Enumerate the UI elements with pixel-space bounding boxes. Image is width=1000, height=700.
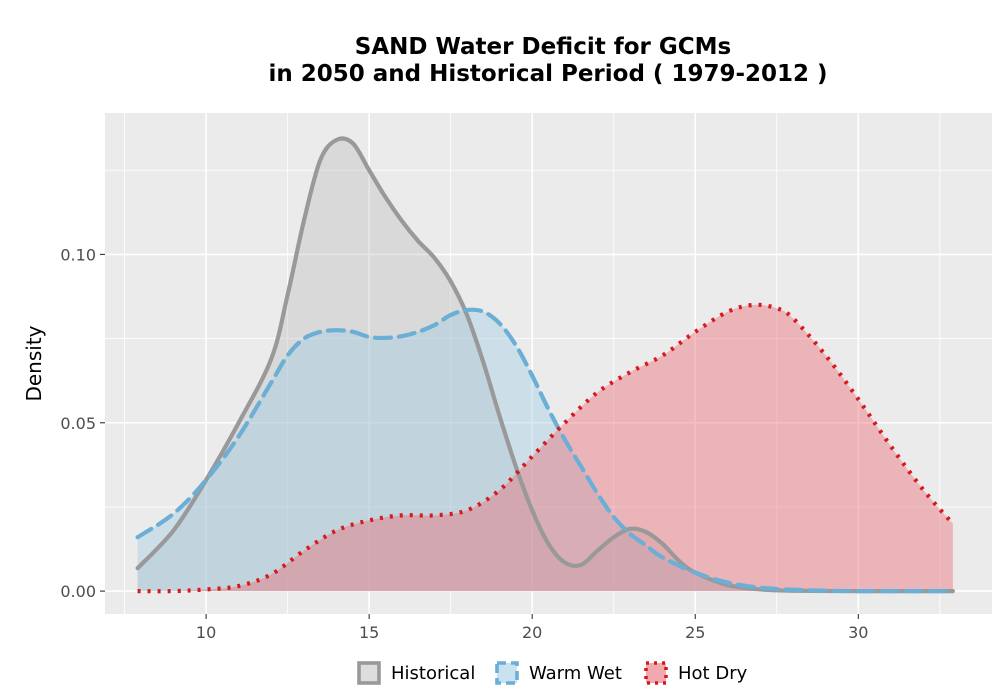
x-tick-label: 25	[685, 623, 705, 642]
legend-label: Historical	[391, 663, 475, 684]
legend-label: Warm Wet	[529, 663, 622, 684]
legend-key-border	[644, 661, 668, 685]
major-gridlines	[105, 113, 992, 614]
series-lines	[135, 136, 955, 594]
y-tick-label: 0.00	[60, 582, 96, 601]
legend-key-border	[495, 661, 519, 685]
x-tick-label: 10	[196, 623, 216, 642]
area-warm-wet	[137, 309, 953, 592]
line-warm-wet	[135, 307, 955, 594]
y-axis-title: Density	[22, 325, 46, 401]
minor-gridlines	[105, 113, 992, 614]
plot-panel	[105, 113, 992, 614]
legend-item-hot-dry: Hot Dry	[644, 661, 748, 685]
x-tick-label: 30	[848, 623, 868, 642]
legend-key-fill	[646, 663, 666, 683]
legend-key-border	[357, 661, 381, 685]
chart-title-line-2: in 2050 and Historical Period ( 1979-201…	[268, 61, 827, 87]
area-hot-dry	[137, 304, 953, 592]
area-historical	[137, 138, 953, 592]
x-tick-label: 15	[359, 623, 379, 642]
y-tick-label: 0.05	[60, 414, 96, 433]
legend-label: Hot Dry	[678, 663, 748, 684]
legend-key-fill	[497, 663, 517, 683]
y-tick-label: 0.10	[60, 245, 96, 264]
axes: 10 15 20 25 30 0.00 0.05 0.10	[60, 245, 868, 642]
x-tick-label: 20	[522, 623, 542, 642]
line-hot-dry	[137, 302, 955, 594]
chart-title: SAND Water Deficit for GCMs in 2050 and …	[268, 34, 827, 87]
legend-key-fill	[359, 663, 379, 683]
chart-title-line-1: SAND Water Deficit for GCMs	[355, 34, 731, 60]
legend-item-historical: Historical	[357, 661, 475, 685]
series-fills	[137, 138, 953, 592]
legend-item-warm-wet: Warm Wet	[495, 661, 622, 685]
legend: Historical Warm Wet Hot Dry	[357, 661, 748, 685]
